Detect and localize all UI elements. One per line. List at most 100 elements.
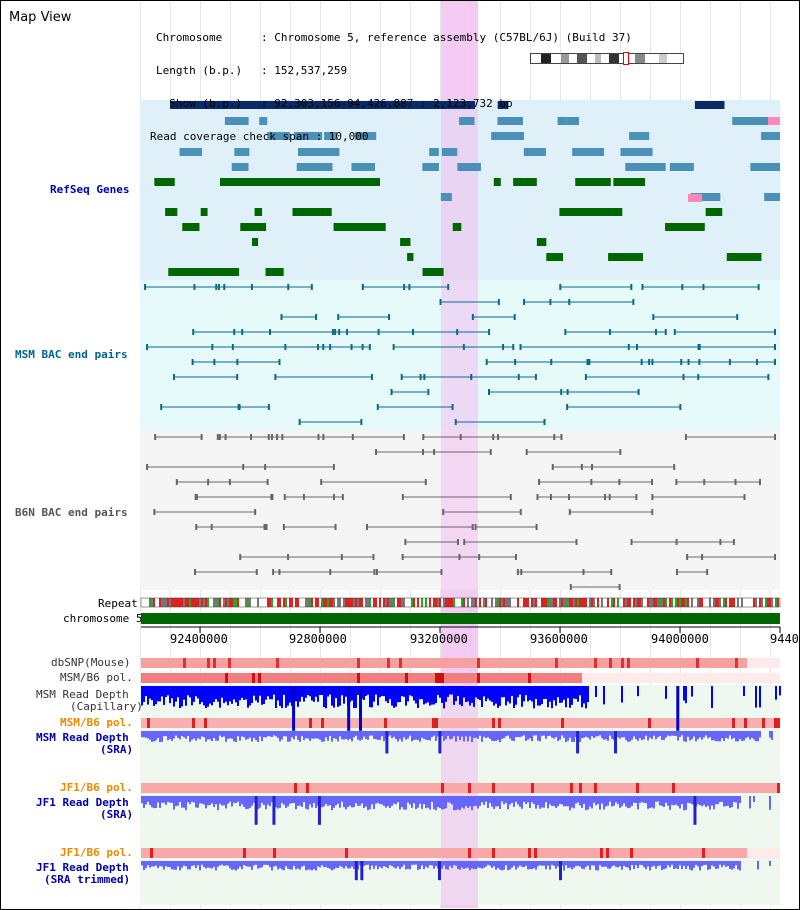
- jf1-depth-sra-bar: [377, 796, 379, 803]
- jf1-depth-sra-bar: [605, 796, 607, 807]
- dbsnp-strip: [165, 658, 168, 668]
- msm-depth-sra-bar: [461, 731, 463, 737]
- msm-pol-strip-2: [594, 718, 597, 728]
- jf1-pol-strip-1: [387, 783, 390, 793]
- jf1-pol-strip-1: [291, 783, 294, 793]
- b6n-bac-pair: [706, 569, 709, 575]
- repeat-segment: [757, 598, 759, 607]
- repeat-segment: [715, 598, 717, 607]
- repeat-segment: [281, 598, 283, 607]
- jf1-depth-sra-bar: [315, 796, 317, 809]
- jf1-depth-sra-bar: [527, 796, 529, 803]
- gene-feature: [354, 132, 367, 140]
- msm-depth-sra-bar: [397, 731, 399, 742]
- dbsnp-strip: [495, 658, 498, 668]
- msm-depth-sra-bar: [735, 731, 737, 742]
- repeat-segment: [247, 598, 249, 607]
- msm-depth-sra-bar: [417, 731, 419, 741]
- repeat-segment: [571, 598, 573, 607]
- jf1-pol-strip-1: [738, 783, 741, 793]
- msm-depth-sra-bar: [479, 731, 481, 736]
- b6n-bac-pair: [340, 554, 343, 560]
- jf1-pol-strip-2: [624, 848, 627, 858]
- jf1-depth-sra-bar: [715, 796, 717, 805]
- jf1-depth-sra-bar: [679, 796, 681, 809]
- jf1-depth-sra-bar: [263, 796, 265, 806]
- dbsnp-strip: [477, 658, 480, 668]
- repeat-segment: [457, 598, 459, 607]
- msm-depth-sra-bar: [233, 731, 235, 742]
- msm-depth-sra-bar: [247, 731, 249, 739]
- repeat-segment: [539, 598, 541, 607]
- msm-pol-strip-2: [540, 718, 543, 728]
- msm-depth-cap-bar: [311, 686, 313, 701]
- msm-depth-cap-bar: [239, 686, 241, 701]
- gene-feature: [170, 101, 475, 109]
- msm-bac-pair: [680, 359, 683, 365]
- dbsnp-strip: [585, 658, 588, 668]
- msm-depth-cap-bar: [471, 686, 473, 703]
- jf1-pol-strip-1: [741, 783, 744, 793]
- b6n-bac-pair: [651, 494, 654, 500]
- jf1-pol-strip-1: [204, 783, 207, 793]
- jf1-pol-strip-2: [435, 848, 438, 858]
- msm-bac-pair: [471, 314, 474, 320]
- jf1-depth-sra-bar: [445, 796, 447, 809]
- dbsnp-strip: [612, 658, 615, 668]
- msm-depth-cap-bar: [357, 686, 359, 695]
- msm-bac-pair: [160, 404, 163, 410]
- jf1-pol-strip-2: [570, 848, 573, 858]
- msm-depth-cap-bar: [177, 686, 179, 698]
- repeat-segment: [237, 598, 239, 607]
- jf1-pol-strip-1: [537, 783, 540, 793]
- msm-depth-cap-bar: [277, 686, 279, 701]
- dbsnp-strip: [318, 658, 321, 668]
- msm-depth-cap-bar: [621, 686, 623, 703]
- repeat-segment: [505, 598, 507, 607]
- dbsnp-strip: [600, 658, 603, 668]
- repeat-segment: [357, 598, 359, 607]
- msm-depth-sra-bar: [333, 731, 335, 739]
- jf1-depth-trim-bar: [717, 861, 719, 869]
- msm-pol-strip-1: [309, 673, 312, 683]
- dbsnp-strip: [666, 658, 669, 668]
- jf1-pol-strip-1: [333, 783, 336, 793]
- msm-depth-sra-bar: [299, 731, 301, 742]
- jf1-pol-strip-2: [516, 848, 519, 858]
- b6n-bac-pair: [569, 584, 572, 590]
- msm-depth-cap-bar: [292, 686, 296, 731]
- jf1-depth-trim-bar: [360, 861, 364, 881]
- gene-feature: [669, 163, 694, 171]
- msm-depth-sra-bar: [571, 731, 573, 742]
- dbsnp-strip: [717, 658, 720, 668]
- jf1-pol-strip-1: [207, 783, 210, 793]
- chromosome-ideogram[interactable]: [530, 52, 684, 65]
- repeat-segment: [471, 598, 473, 607]
- repeat-segment: [693, 598, 695, 607]
- dbsnp-strip: [774, 658, 777, 668]
- jf1-pol-strip-1: [732, 783, 735, 793]
- repeat-segment: [759, 598, 761, 607]
- jf1-depth-trim-bar: [673, 861, 675, 869]
- dbsnp-strip: [522, 658, 525, 668]
- msm-depth-sra-bar: [629, 731, 631, 742]
- jf1-depth-sra-bar: [731, 796, 733, 808]
- dbsnp-strip: [420, 658, 423, 668]
- msm-depth-cap-bar: [163, 686, 165, 705]
- jf1-depth-sra-bar: [739, 796, 741, 804]
- jf1-depth-sra-bar: [443, 796, 445, 810]
- gene-feature: [694, 101, 725, 109]
- jf1-depth-trim-bar: [595, 861, 597, 871]
- b6n-bac-pair: [743, 494, 746, 500]
- jf1-pol-strip-1: [726, 783, 729, 793]
- msm-depth-cap-bar: [181, 686, 183, 707]
- jf1-pol-strip-1: [144, 783, 147, 793]
- repeat-segment: [291, 598, 293, 607]
- jf1-depth-sra-bar: [225, 796, 227, 809]
- jf1-depth-trim-bar: [301, 861, 303, 867]
- jf1-depth-trim-bar: [249, 861, 251, 867]
- jf1-depth-trim-bar: [679, 861, 681, 866]
- repeat-segment: [545, 598, 547, 607]
- jf1-depth-sra-bar: [491, 796, 493, 807]
- jf1-pol-strip-1: [546, 783, 549, 793]
